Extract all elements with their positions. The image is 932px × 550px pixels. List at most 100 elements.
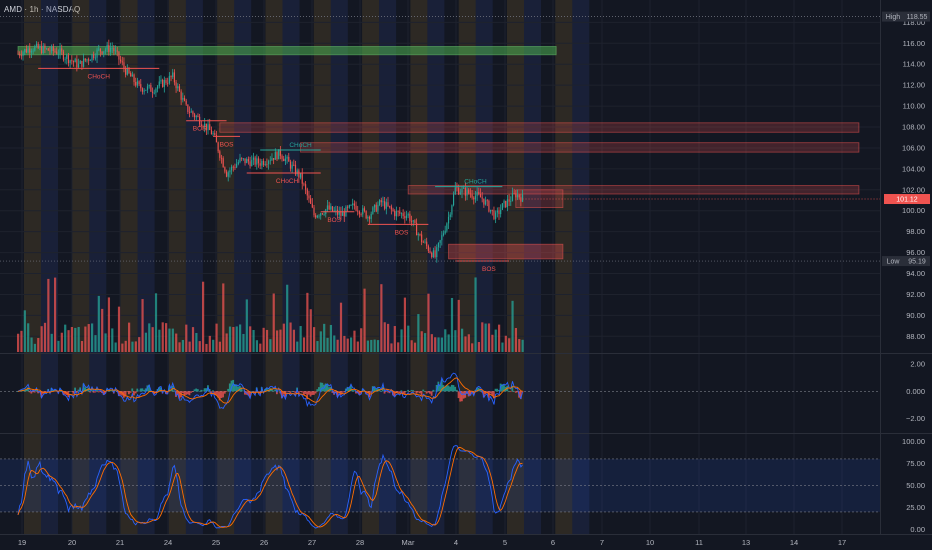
macd-histogram-bar — [385, 391, 388, 392]
candle — [167, 77, 169, 87]
candle-body — [167, 83, 169, 84]
volume-bar — [17, 333, 20, 352]
macd-histogram-bar — [134, 391, 137, 394]
candle — [365, 210, 367, 220]
volume-bar — [252, 329, 255, 352]
volume-bar — [417, 314, 420, 352]
candle-body — [254, 157, 256, 165]
candle-body — [335, 209, 337, 211]
candle-body — [360, 214, 362, 215]
candle — [432, 247, 434, 259]
candle — [392, 207, 394, 212]
macd-histogram-bar — [403, 391, 406, 395]
price-tick-label: 100.00 — [902, 206, 925, 215]
stochastic-pane: 100.00 75.00 50.00 25.00 0.00 — [0, 437, 925, 534]
macd-histogram-bar — [217, 391, 219, 398]
candle — [197, 113, 199, 118]
candle-body — [76, 59, 78, 68]
session-band-orange — [120, 0, 138, 534]
candle-body — [516, 194, 519, 198]
volume-bar — [477, 342, 481, 352]
candle-body — [133, 74, 135, 83]
candle-body — [495, 212, 497, 219]
candle — [419, 233, 421, 237]
candle-body — [432, 250, 434, 258]
structure-label-choch: CHoCH — [464, 179, 487, 186]
candle — [289, 159, 292, 172]
candle-body — [441, 235, 443, 241]
volume-bar — [306, 292, 309, 352]
candle-body — [377, 205, 379, 212]
price-tick-label: 106.00 — [902, 143, 925, 152]
candle — [416, 218, 418, 236]
candle — [241, 157, 243, 162]
candle — [194, 112, 196, 121]
macd-histogram-bar — [233, 384, 236, 392]
candle-body — [259, 163, 261, 166]
candle-body — [202, 126, 204, 128]
candle-body — [483, 198, 485, 205]
candle — [153, 89, 155, 95]
volume-bar — [491, 334, 494, 352]
macd-histogram-bar — [102, 391, 105, 396]
price-tick-label: 110.00 — [903, 102, 925, 111]
candle-body — [131, 74, 133, 77]
candle — [202, 124, 204, 130]
candle — [397, 210, 399, 217]
volume-bar — [413, 342, 417, 352]
structure-label-bos: BOS — [482, 266, 496, 273]
volume-bar — [309, 309, 312, 352]
macd-histogram-bar — [400, 390, 403, 392]
volume-bar — [272, 293, 275, 352]
macd-histogram-bar — [375, 389, 378, 392]
candle-body — [365, 210, 367, 219]
candle-body — [380, 200, 382, 203]
candle-body — [286, 156, 288, 159]
candle — [251, 155, 253, 167]
candle — [518, 194, 520, 200]
macd-histogram-bar — [514, 391, 517, 393]
candle — [190, 108, 192, 113]
candle-body — [458, 188, 460, 195]
candle-body — [151, 91, 154, 93]
candle — [442, 230, 445, 237]
candle-body — [301, 173, 303, 184]
macd-histogram-bar — [28, 391, 31, 393]
candle — [488, 199, 490, 213]
candle — [343, 208, 345, 222]
macd-histogram-bar — [254, 391, 256, 394]
macd-histogram-bar — [202, 390, 204, 392]
candle — [486, 198, 488, 207]
macd-histogram-bar — [195, 388, 198, 392]
demand_red-zone — [448, 243, 564, 260]
volume-bar — [185, 324, 188, 352]
candle-body — [521, 194, 524, 202]
candle-body — [51, 46, 53, 52]
candle — [407, 212, 409, 219]
macd-histogram-bar — [373, 386, 376, 392]
volume-bar — [212, 339, 215, 352]
candle — [315, 213, 317, 219]
candle-body — [246, 159, 248, 164]
macd-histogram-bar — [479, 389, 482, 392]
candle — [182, 92, 184, 103]
macd-histogram-bar — [244, 391, 246, 395]
volume-bar — [326, 337, 329, 352]
candle-body — [220, 157, 223, 159]
candle-body — [175, 82, 177, 89]
candle — [180, 89, 182, 106]
candle-body — [427, 245, 429, 251]
macd-histogram-bar — [289, 391, 292, 393]
price-tick-label: 112.00 — [903, 81, 925, 90]
stoch-tick-label: 50.00 — [906, 481, 925, 490]
candle-body — [397, 211, 399, 212]
session-band-orange — [410, 0, 428, 534]
macd-histogram-bar — [215, 391, 218, 396]
candle — [113, 45, 115, 56]
macd-histogram-bar — [336, 391, 339, 397]
candle-body — [96, 49, 98, 58]
candle-body — [387, 202, 389, 206]
volume-bar — [77, 326, 80, 352]
candle — [130, 71, 132, 77]
